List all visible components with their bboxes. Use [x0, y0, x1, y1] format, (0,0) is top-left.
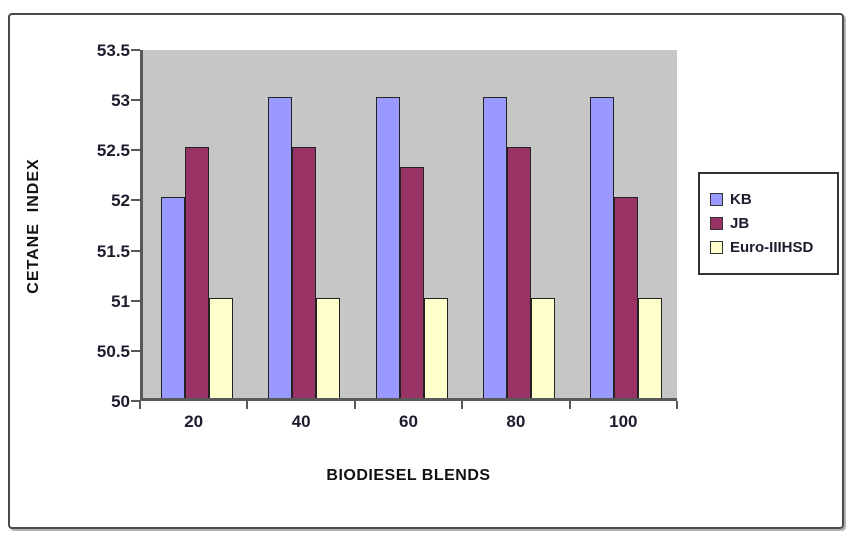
x-tick-label: 60: [399, 412, 418, 431]
x-tick-mark: [568, 401, 571, 409]
y-tick-label: 51.5: [96, 241, 130, 261]
figure-border: [8, 13, 844, 529]
legend-swatch-icon: [710, 241, 723, 254]
y-tick-mark: [131, 299, 140, 302]
x-axis-title: BIODIESEL BLENDS: [326, 467, 491, 484]
bar-euro-iiihsd: [316, 297, 341, 398]
x-tick-label: 20: [184, 412, 204, 431]
bar-euro-iiihsd: [423, 297, 448, 398]
bar-kb: [268, 97, 293, 398]
x-tick-label: 40: [291, 412, 311, 431]
legend: KB JB Euro-IIIHSD: [698, 172, 839, 275]
y-tick-label: 52.5: [96, 141, 130, 161]
x-tick-mark: [676, 401, 678, 409]
y-tick-mark: [131, 400, 140, 402]
bar-jb: [506, 147, 531, 398]
legend-item: KB: [710, 191, 829, 208]
bar-jb: [292, 147, 317, 398]
x-tick-mark: [353, 401, 356, 409]
y-tick-mark: [131, 99, 140, 102]
y-axis-title: CETANE INDEX: [25, 158, 42, 294]
legend-swatch-icon: [710, 217, 723, 230]
legend-swatch-icon: [710, 193, 723, 206]
bar-kb: [375, 97, 400, 398]
bar-euro-iiihsd: [530, 297, 555, 398]
bar-jb: [399, 167, 424, 398]
y-tick-mark: [131, 149, 140, 152]
x-tick-mark: [461, 401, 464, 409]
legend-label: KB: [730, 191, 752, 208]
y-tick-label: 52: [111, 191, 130, 211]
legend-item: Euro-IIIHSD: [710, 239, 829, 256]
bar-jb: [184, 147, 209, 398]
y-tick-mark: [131, 349, 140, 352]
y-tick-label: 51: [111, 291, 130, 311]
y-tick-mark: [131, 249, 140, 252]
bar-jb: [614, 197, 639, 398]
x-tick-label: 100: [609, 412, 638, 431]
bar-euro-iiihsd: [638, 297, 663, 398]
y-tick-mark: [131, 199, 140, 202]
legend-item: JB: [710, 215, 829, 232]
y-tick-label: 50: [111, 392, 130, 411]
y-tick-mark: [131, 49, 140, 51]
bar-kb: [590, 97, 615, 398]
y-tick-label: 53.5: [96, 41, 130, 60]
x-tick-mark: [246, 401, 249, 409]
plot-area: [140, 50, 677, 401]
bar-euro-iiihsd: [208, 297, 233, 398]
legend-label: JB: [730, 215, 750, 232]
legend-label: Euro-IIIHSD: [730, 239, 814, 256]
x-tick-mark: [139, 401, 141, 409]
y-tick-label: 50.5: [96, 341, 130, 361]
x-tick-label: 80: [506, 412, 526, 431]
bar-kb: [482, 97, 507, 398]
bar-kb: [160, 197, 185, 398]
y-tick-label: 53: [111, 91, 130, 111]
